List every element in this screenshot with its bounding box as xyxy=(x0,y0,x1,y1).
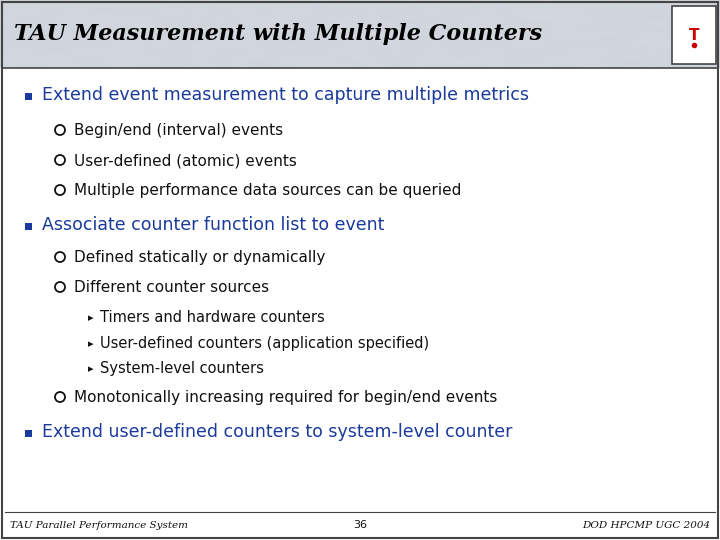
Text: User-defined (atomic) events: User-defined (atomic) events xyxy=(74,153,297,168)
Text: Different counter sources: Different counter sources xyxy=(74,280,269,295)
Text: DOD HPCMP UGC 2004: DOD HPCMP UGC 2004 xyxy=(582,521,710,530)
Text: Defined statically or dynamically: Defined statically or dynamically xyxy=(74,250,325,265)
FancyBboxPatch shape xyxy=(672,6,716,64)
Text: Multiple performance data sources can be queried: Multiple performance data sources can be… xyxy=(74,183,462,198)
FancyBboxPatch shape xyxy=(24,222,32,230)
Text: Begin/end (interval) events: Begin/end (interval) events xyxy=(74,123,283,138)
Text: Monotonically increasing required for begin/end events: Monotonically increasing required for be… xyxy=(74,390,498,405)
Text: Timers and hardware counters: Timers and hardware counters xyxy=(100,310,325,325)
Text: ▸: ▸ xyxy=(88,364,94,374)
Text: TAU Parallel Performance System: TAU Parallel Performance System xyxy=(10,521,188,530)
FancyBboxPatch shape xyxy=(24,429,32,436)
Text: System-level counters: System-level counters xyxy=(100,361,264,376)
Text: ▸: ▸ xyxy=(88,313,94,323)
Text: TAU Measurement with Multiple Counters: TAU Measurement with Multiple Counters xyxy=(14,23,542,45)
Text: 36: 36 xyxy=(353,520,367,530)
Text: Extend user-defined counters to system-level counter: Extend user-defined counters to system-l… xyxy=(42,423,513,441)
Text: ▸: ▸ xyxy=(88,339,94,349)
Text: Extend event measurement to capture multiple metrics: Extend event measurement to capture mult… xyxy=(42,86,529,104)
Text: Associate counter function list to event: Associate counter function list to event xyxy=(42,216,384,234)
Text: User-defined counters (application specified): User-defined counters (application speci… xyxy=(100,336,429,351)
Text: T: T xyxy=(689,28,699,43)
FancyBboxPatch shape xyxy=(24,92,32,99)
